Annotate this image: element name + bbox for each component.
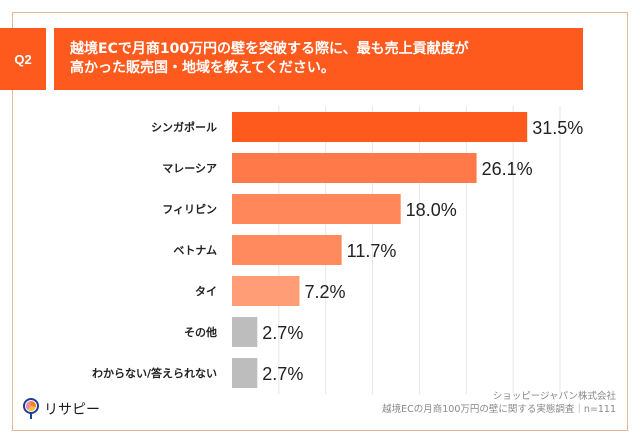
- category-label: その他: [184, 325, 217, 339]
- bar: [232, 235, 342, 265]
- value-labels: 31.5% 26.1% 18.0% 11.7% 7.2% 2.7% 2.7%: [262, 118, 583, 384]
- pie-pin-icon: [23, 398, 39, 419]
- category-label: シンガポール: [151, 120, 217, 134]
- bar: [232, 153, 477, 183]
- bar: [232, 276, 300, 306]
- category-label: タイ: [195, 285, 217, 298]
- category-label: ベトナム: [173, 244, 217, 257]
- question-title-line-1: 越境ECで月商100万円の壁を突破する際に、最も売上貢献度が: [70, 41, 469, 57]
- value-label: 2.7%: [262, 323, 303, 343]
- value-label: 26.1%: [482, 159, 533, 179]
- category-label: フィリピン: [162, 203, 217, 216]
- category-label: マレーシア: [162, 162, 217, 175]
- value-label: 11.7%: [347, 241, 397, 261]
- source-survey: 越境ECの月商100万円の壁に関する実態調査｜n=111: [382, 404, 616, 415]
- bar: [232, 358, 258, 388]
- value-label: 18.0%: [406, 200, 457, 220]
- bar: [232, 112, 528, 142]
- question-badge: Q2: [0, 28, 46, 90]
- logo-text: リサピー: [44, 402, 100, 418]
- value-label: 2.7%: [262, 364, 303, 384]
- bar: [232, 194, 401, 224]
- question-title: 越境ECで月商100万円の壁を突破する際に、最も売上貢献度が 高かった販売国・地…: [54, 28, 583, 90]
- source-note: ショッピージャパン株式会社 越境ECの月商100万円の壁に関する実態調査｜n=1…: [382, 390, 616, 416]
- brand-logo: リサピー: [22, 398, 100, 420]
- value-label: 31.5%: [532, 118, 583, 138]
- bar: [232, 317, 258, 347]
- source-company: ショッピージャパン株式会社: [492, 391, 616, 402]
- category-label: わからない/答えられない: [92, 366, 217, 380]
- question-title-line-2: 高かった販売国・地域を教えてください。: [70, 60, 335, 76]
- bars: [232, 112, 528, 388]
- value-label: 7.2%: [304, 282, 345, 302]
- question-number: Q2: [14, 51, 32, 67]
